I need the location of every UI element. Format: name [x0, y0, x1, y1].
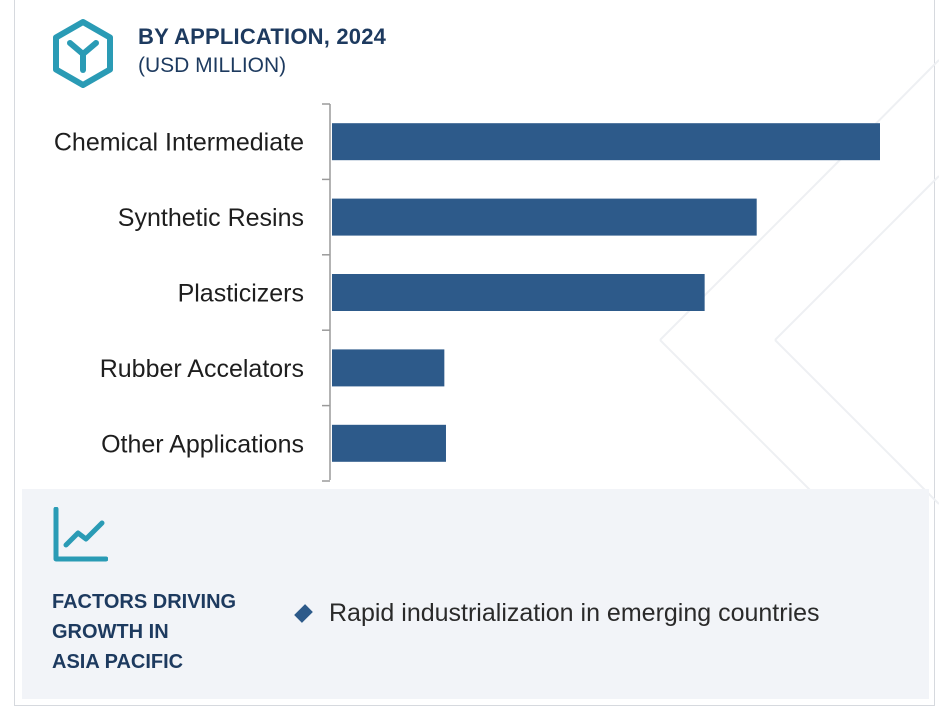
bar-other-applications: [332, 424, 446, 462]
factors-heading: FACTORS DRIVING GROWTH IN ASIA PACIFIC: [52, 587, 282, 677]
bar-rubber-accelators: [332, 349, 445, 387]
factors-heading-line: FACTORS DRIVING: [52, 591, 237, 613]
trend-chart-icon: [53, 507, 108, 562]
category-label: Synthetic Resins: [118, 204, 304, 232]
factor-list-item: Rapid industrialization in emerging coun…: [294, 599, 820, 628]
bar-plasticizers: [332, 274, 705, 311]
bar-synthetic-resins: [332, 198, 757, 236]
chart-subtitle: (USD MILLION): [138, 54, 287, 77]
category-label: Chemical Intermediate: [54, 129, 304, 157]
factor-text: Rapid industrialization in emerging coun…: [329, 599, 820, 627]
category-label: Other Applications: [101, 430, 304, 458]
category-label: Rubber Accelators: [100, 355, 304, 383]
diamond-bullet-icon: [294, 604, 313, 623]
bar-chemical-intermediate: [332, 123, 880, 161]
factors-heading-line: GROWTH IN: [52, 621, 169, 643]
factors-panel: FACTORS DRIVING GROWTH IN ASIA PACIFIC R…: [22, 489, 929, 699]
hexagon-logo-icon: [53, 19, 113, 88]
category-label: Plasticizers: [178, 280, 304, 308]
chart-title: BY APPLICATION, 2024: [138, 24, 387, 49]
factors-heading-line: ASIA PACIFIC: [52, 651, 184, 673]
bar-chart: Chemical Intermediate Synthetic Resins Pla…: [54, 103, 880, 482]
